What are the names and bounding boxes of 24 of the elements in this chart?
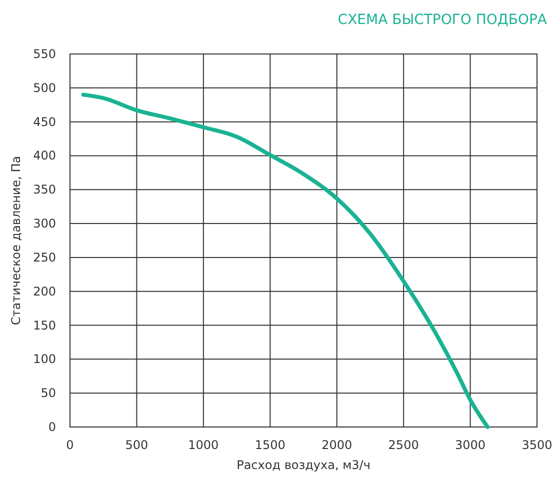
x-tick-label: 500 [125,438,148,452]
y-tick-label: 250 [33,250,56,264]
x-tick-label: 0 [66,438,74,452]
chart-title: СХЕМА БЫСТРОГО ПОДБОРА [338,12,548,28]
y-tick-label: 300 [33,216,56,231]
line-series [81,92,490,429]
y-tick-label: 550 [33,47,56,61]
y-tick-label: 400 [33,148,56,163]
y-tick-label: 500 [33,80,56,95]
y-axis-title: Статическое давление, Па [9,156,23,326]
y-tick-label: 350 [33,182,56,197]
y-tick-label: 0 [48,420,56,434]
y-tick-label: 50 [40,386,56,400]
x-tick-label: 3000 [455,438,486,452]
x-tick-label: 2500 [388,438,419,452]
y-tick-label: 150 [33,318,56,332]
y-tick-label: 100 [33,352,56,366]
y-tick-label: 200 [33,284,56,298]
x-tick-label: 2000 [322,438,352,452]
x-tick-label: 3500 [522,438,552,452]
y-tick-label: 450 [33,114,56,129]
x-axis-title: Расход воздуха, м3/ч [236,458,370,472]
x-tick-label: 1000 [188,438,219,452]
x-tick-label: 1500 [254,438,286,452]
